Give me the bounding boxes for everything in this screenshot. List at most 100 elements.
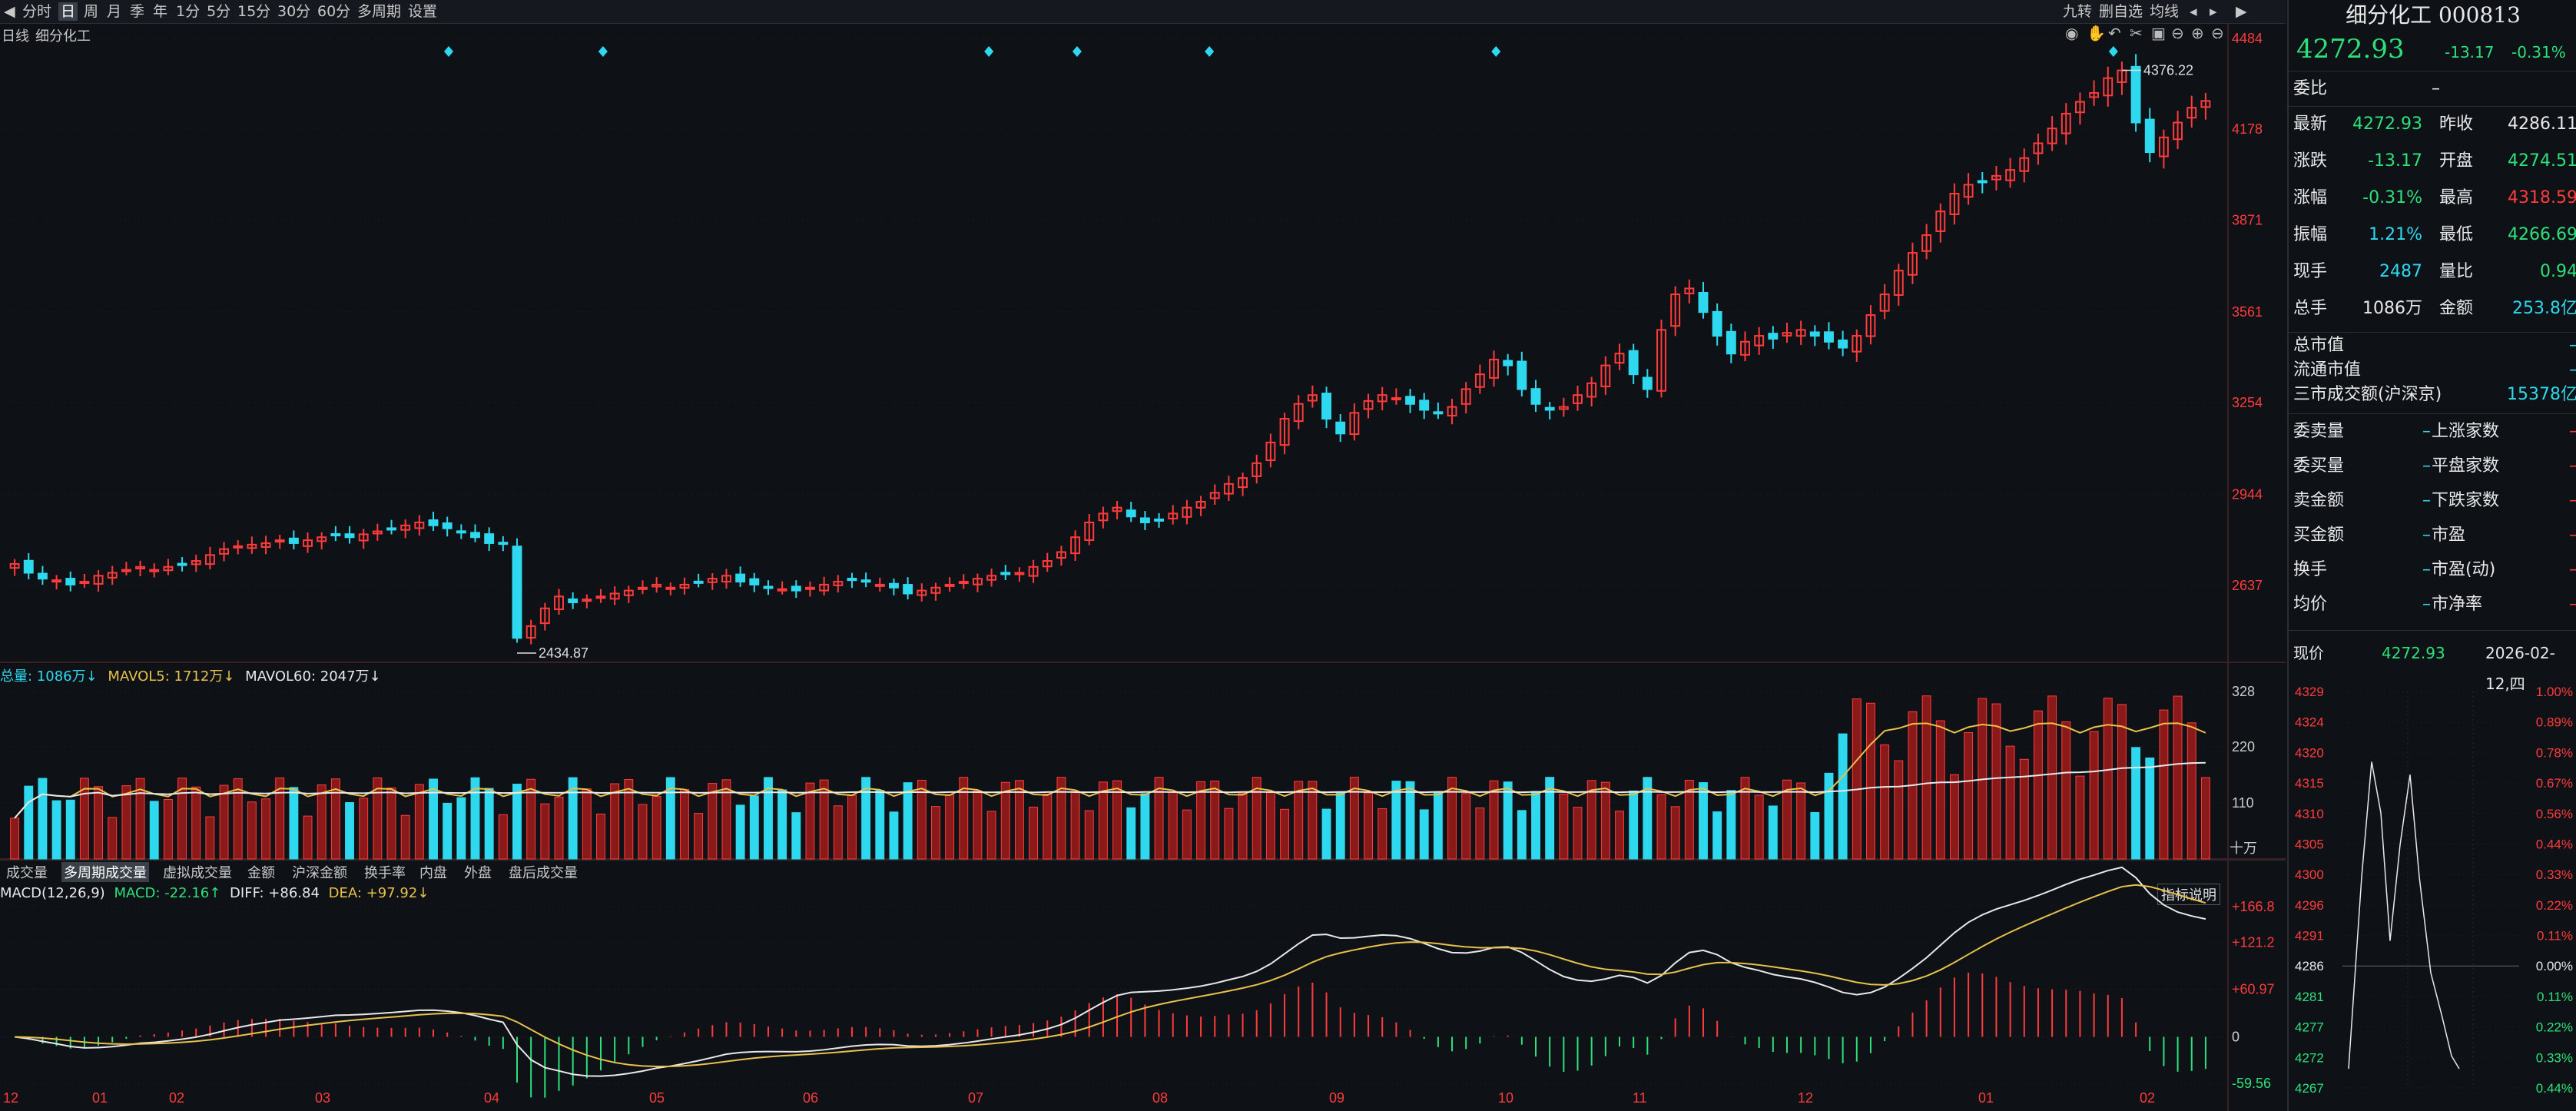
tab-week[interactable]: 周 (84, 3, 99, 20)
volume-bar (2005, 745, 2015, 860)
nav-next-icon[interactable]: ▶ (2236, 3, 2247, 20)
intraday-price-line (2348, 761, 2460, 1070)
kline-chart[interactable]: 4484 4178 3871 3561 3254 2944 2637 4376.22 2434.… (0, 23, 2286, 1111)
candle-body (1042, 560, 1053, 568)
candle-body (484, 533, 495, 544)
volume-bar (345, 802, 354, 860)
month-label: 01 (92, 1090, 108, 1106)
candle-body (749, 578, 760, 585)
now-row: 现价 4272.93 2026-02-12,四 (2293, 638, 2576, 693)
tab-virtual-volume[interactable]: 虚拟成交量 (163, 865, 232, 881)
volume-bar (1014, 780, 1024, 860)
candle-body (582, 599, 592, 602)
zoom-out-icon[interactable]: ⊖ (2211, 24, 2224, 42)
tab-5min[interactable]: 5分 (207, 3, 231, 20)
macd-tick-label: +121.2 (2232, 934, 2275, 950)
tab-60min[interactable]: 60分 (317, 3, 351, 20)
date-label: 2026-02-12,四 (2485, 644, 2555, 693)
candle-body (2047, 128, 2057, 144)
scissors-icon[interactable]: ✂ (2130, 24, 2143, 42)
tab-multi-volume[interactable]: 多周期成交量 (61, 862, 149, 882)
signal-marker-icon (598, 46, 608, 57)
volume-bar (1880, 744, 1890, 860)
eye-icon[interactable]: ◉ (2065, 24, 2079, 42)
signal-marker-icon (984, 46, 994, 57)
stat-value: – (2422, 491, 2431, 510)
tab-settings[interactable]: 设置 (408, 3, 438, 20)
volume-bar (680, 788, 689, 860)
expand-icon[interactable]: ▸ (2210, 3, 2217, 20)
candle-body (1698, 291, 1709, 313)
candle-body (498, 542, 509, 546)
candle-body (177, 562, 187, 566)
tab-1min[interactable]: 1分 (176, 3, 201, 20)
candle-body (2144, 118, 2155, 154)
volume-bar (1098, 781, 1108, 860)
tab-year[interactable]: 年 (153, 3, 168, 20)
tab-multi-period[interactable]: 多周期 (357, 3, 402, 20)
tab-month[interactable]: 月 (107, 3, 122, 20)
candle-body (1460, 388, 1471, 405)
tab-turnover[interactable]: 换手率 (364, 865, 406, 881)
candle-body (330, 532, 341, 536)
tab-inner[interactable]: 内盘 (419, 865, 447, 881)
volume-bar (2089, 731, 2099, 860)
quote-label: 金额 (2439, 299, 2474, 318)
quote-value: 4272.93 (2352, 114, 2422, 134)
tab-hs-amount[interactable]: 沪深金额 (292, 865, 347, 881)
volume-bar (1294, 781, 1304, 860)
candle-body (1405, 396, 1415, 405)
minus-circle-icon[interactable]: ⊖ (2171, 24, 2184, 42)
tab-after-hours[interactable]: 盘后成交量 (509, 865, 578, 881)
tab-30min[interactable]: 30分 (277, 3, 311, 20)
undo-icon[interactable]: ↶ (2108, 24, 2121, 42)
volume-bar (749, 795, 759, 860)
volume-bar (861, 777, 871, 860)
indicator-help-button[interactable]: 指标说明 (2157, 884, 2220, 905)
quote-panel: 细分化工 000813 4272.93 -13.17 -0.31% 委比 – 最… (2287, 0, 2576, 1111)
nav-prev-icon[interactable]: ◀ (4, 3, 15, 20)
ma-button[interactable]: 均线 (2150, 3, 2180, 20)
stat-value: – (2422, 526, 2431, 545)
quote-label: 最高 (2439, 188, 2474, 207)
candle-body (1168, 512, 1179, 519)
weibi-value: – (2432, 79, 2440, 98)
plus-circle-icon[interactable]: ⊕ (2191, 24, 2204, 42)
volume-bar (1615, 811, 1624, 860)
volume-bar (1433, 791, 1443, 860)
collapse-icon[interactable]: ◂ (2190, 3, 2197, 20)
volume-unit-label: 十万 (2230, 841, 2257, 856)
candle-body (1726, 330, 1736, 355)
hand-icon[interactable]: ✋ (2087, 24, 2106, 42)
candle-body (944, 583, 955, 587)
stat-value: – (2569, 486, 2576, 516)
quote-row: 现手 2487 量比 0.94 (2293, 257, 2576, 287)
candle-body (1893, 270, 1904, 297)
candle-body (1293, 403, 1304, 423)
stat-label: 买金额 (2293, 526, 2345, 545)
intraday-chart[interactable]: 4329 1.00% 4324 0.89% 4320 0.78% 4315 0.67% 4310… (2289, 676, 2576, 1111)
tab-amount[interactable]: 金额 (247, 865, 275, 881)
volume-bar (1600, 781, 1610, 860)
tab-15min[interactable]: 15分 (237, 3, 271, 20)
tab-quarter[interactable]: 季 (130, 3, 145, 20)
candle-body (1112, 506, 1122, 512)
tab-outer[interactable]: 外盘 (464, 865, 492, 881)
candle-body (233, 545, 244, 549)
stat-label: 换手 (2293, 560, 2328, 579)
tab-fenshi[interactable]: 分时 (22, 3, 52, 20)
remove-watchlist-button[interactable]: 删自选 (2099, 3, 2143, 20)
candle-body (93, 575, 104, 585)
candle-body (623, 589, 634, 596)
volume-bar (373, 777, 383, 860)
jiuzhuan-button[interactable]: 九转 (2063, 3, 2093, 20)
candle-body (1419, 400, 1430, 411)
lock-icon[interactable]: ▣ (2151, 24, 2166, 42)
tab-volume[interactable]: 成交量 (6, 865, 48, 881)
tab-day[interactable]: 日 (58, 2, 78, 21)
volume-bar (1029, 806, 1039, 860)
volume-bar (1168, 791, 1178, 860)
signal-marker-icon (1072, 46, 1082, 57)
volume-bar (2075, 775, 2085, 860)
candle-body (1963, 184, 1974, 198)
